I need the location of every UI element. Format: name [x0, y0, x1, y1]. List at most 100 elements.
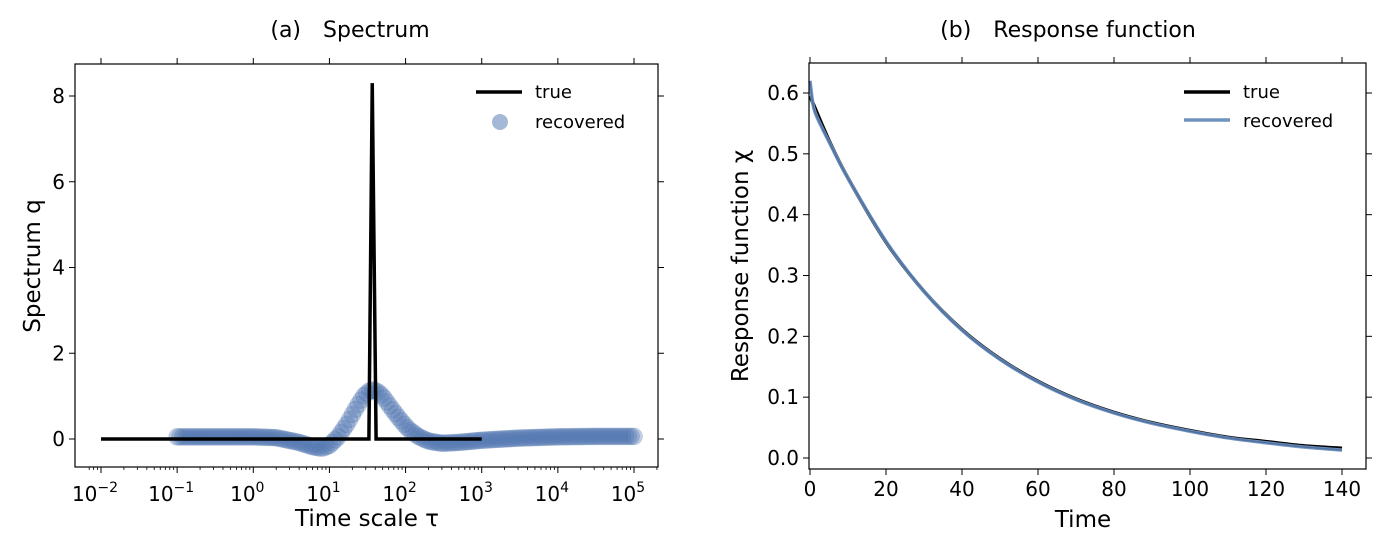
recovered-marker [217, 428, 235, 446]
recovered-marker [516, 429, 534, 447]
recovered-marker [493, 430, 511, 448]
panel-a-xtick-label: 102 [382, 480, 416, 506]
recovered-marker [228, 428, 247, 446]
recovered-marker [403, 423, 422, 442]
recovered-marker [607, 427, 626, 446]
panel-b-legend: true recovered [1184, 82, 1333, 132]
recovered-marker [536, 428, 554, 447]
recovered-marker [481, 430, 500, 449]
recovered-marker [168, 428, 186, 446]
panel-b-ytick-label: 0.3 [767, 264, 799, 288]
recovered-marker [498, 429, 517, 448]
panel-a-xtick-label: 10−2 [72, 480, 118, 506]
recovered-marker [521, 428, 540, 447]
recovered-marker [487, 430, 505, 449]
recovered-marker [409, 427, 428, 446]
panel-b-xlabel: Time [1054, 507, 1111, 533]
panel-b-ylabel: Response function χ [728, 150, 754, 382]
recovered-marker [182, 428, 201, 446]
panel-b-xtick-label: 0 [804, 477, 817, 501]
legend-true-label: true [535, 82, 572, 103]
recovered-marker [547, 428, 566, 446]
recovered-marker [567, 427, 586, 446]
recovered-marker [208, 428, 227, 446]
recovered-marker [392, 412, 411, 430]
panel-a-legend: true recovered [476, 82, 625, 133]
recovered-marker [561, 427, 580, 446]
recovered-marker [202, 428, 221, 446]
legend-true-label: true [1243, 82, 1280, 103]
recovered-marker [332, 423, 350, 442]
panel-a-ytick-label: 4 [52, 256, 65, 280]
panel-b-ytick-label: 0.0 [767, 446, 799, 470]
recovered-marker [570, 427, 589, 446]
recovered-marker [587, 427, 606, 446]
recovered-marker [507, 429, 525, 448]
panel-b-xtick-label: 140 [1323, 477, 1361, 501]
recovered-marker [185, 428, 204, 446]
recovered-marker [539, 428, 557, 446]
recovered-marker [467, 432, 485, 450]
recovered-marker [613, 427, 632, 446]
recovered-marker [610, 427, 629, 446]
recovered-marker [234, 428, 253, 446]
panel-b-response: (b) Response function Time Response funct… [728, 18, 1372, 533]
recovered-marker [334, 419, 353, 438]
recovered-marker [320, 436, 339, 455]
recovered-marker [527, 428, 546, 447]
recovered-marker [225, 428, 244, 446]
recovered-marker [501, 429, 520, 448]
recovered-marker [380, 397, 399, 415]
recovered-marker [389, 408, 408, 427]
panel-a-ytick-label: 8 [52, 84, 65, 108]
recovered-marker [197, 428, 215, 446]
recovered-marker [584, 427, 603, 446]
panel-a-ytick-label: 0 [52, 427, 65, 451]
panel-b-xtick-label: 60 [1025, 477, 1050, 501]
recovered-marker [564, 427, 583, 446]
recovered-marker [421, 432, 439, 451]
recovered-marker [541, 428, 560, 446]
panel-b-ytick-label: 0.2 [767, 324, 799, 348]
recovered-marker [243, 428, 261, 446]
recovered-marker [188, 428, 207, 446]
recovered-marker [544, 428, 563, 446]
recovered-marker [222, 428, 241, 446]
recovered-marker [550, 428, 569, 446]
recovered-marker [605, 427, 623, 446]
recovered-marker [251, 428, 270, 446]
panel-b-title: (b) Response function [940, 18, 1196, 43]
recovered-marker [616, 427, 635, 446]
true-response-line [808, 95, 1343, 451]
recovered-marker [386, 404, 405, 423]
panel-a-frame [74, 63, 659, 468]
recovered-marker [464, 432, 482, 450]
recovered-marker [625, 427, 643, 446]
recovered-marker [504, 429, 523, 448]
panel-b-ytick-label: 0.4 [767, 203, 799, 227]
recovered-marker [395, 415, 413, 434]
recovered-marker [524, 428, 543, 447]
panel-b-ytick-label: 0.5 [767, 142, 799, 166]
recovered-marker [596, 427, 615, 446]
recovered-marker [619, 427, 638, 446]
panel-b-title-text: Response function [993, 18, 1196, 43]
recovered-marker [582, 427, 600, 446]
panel-a-xlabel: Time scale τ [294, 506, 439, 532]
recovered-marker [622, 427, 640, 446]
recovered-marker [191, 428, 209, 446]
panel-a-ytick-label: 6 [52, 170, 65, 194]
legend-recovered-marker-swatch [492, 114, 508, 130]
recovered-marker [378, 393, 396, 411]
recovered-marker [240, 428, 258, 446]
recovered-marker [490, 430, 508, 449]
recovered-marker [602, 427, 620, 446]
recovered-response-line [808, 80, 1343, 452]
recovered-marker [340, 410, 359, 429]
recovered-marker [590, 427, 609, 446]
panel-a-title-text: Spectrum [323, 18, 430, 43]
panel-b-xtick-label: 120 [1247, 477, 1285, 501]
panel-a-xtick-label: 10−1 [148, 480, 194, 506]
panel-b-frame [808, 62, 1367, 470]
